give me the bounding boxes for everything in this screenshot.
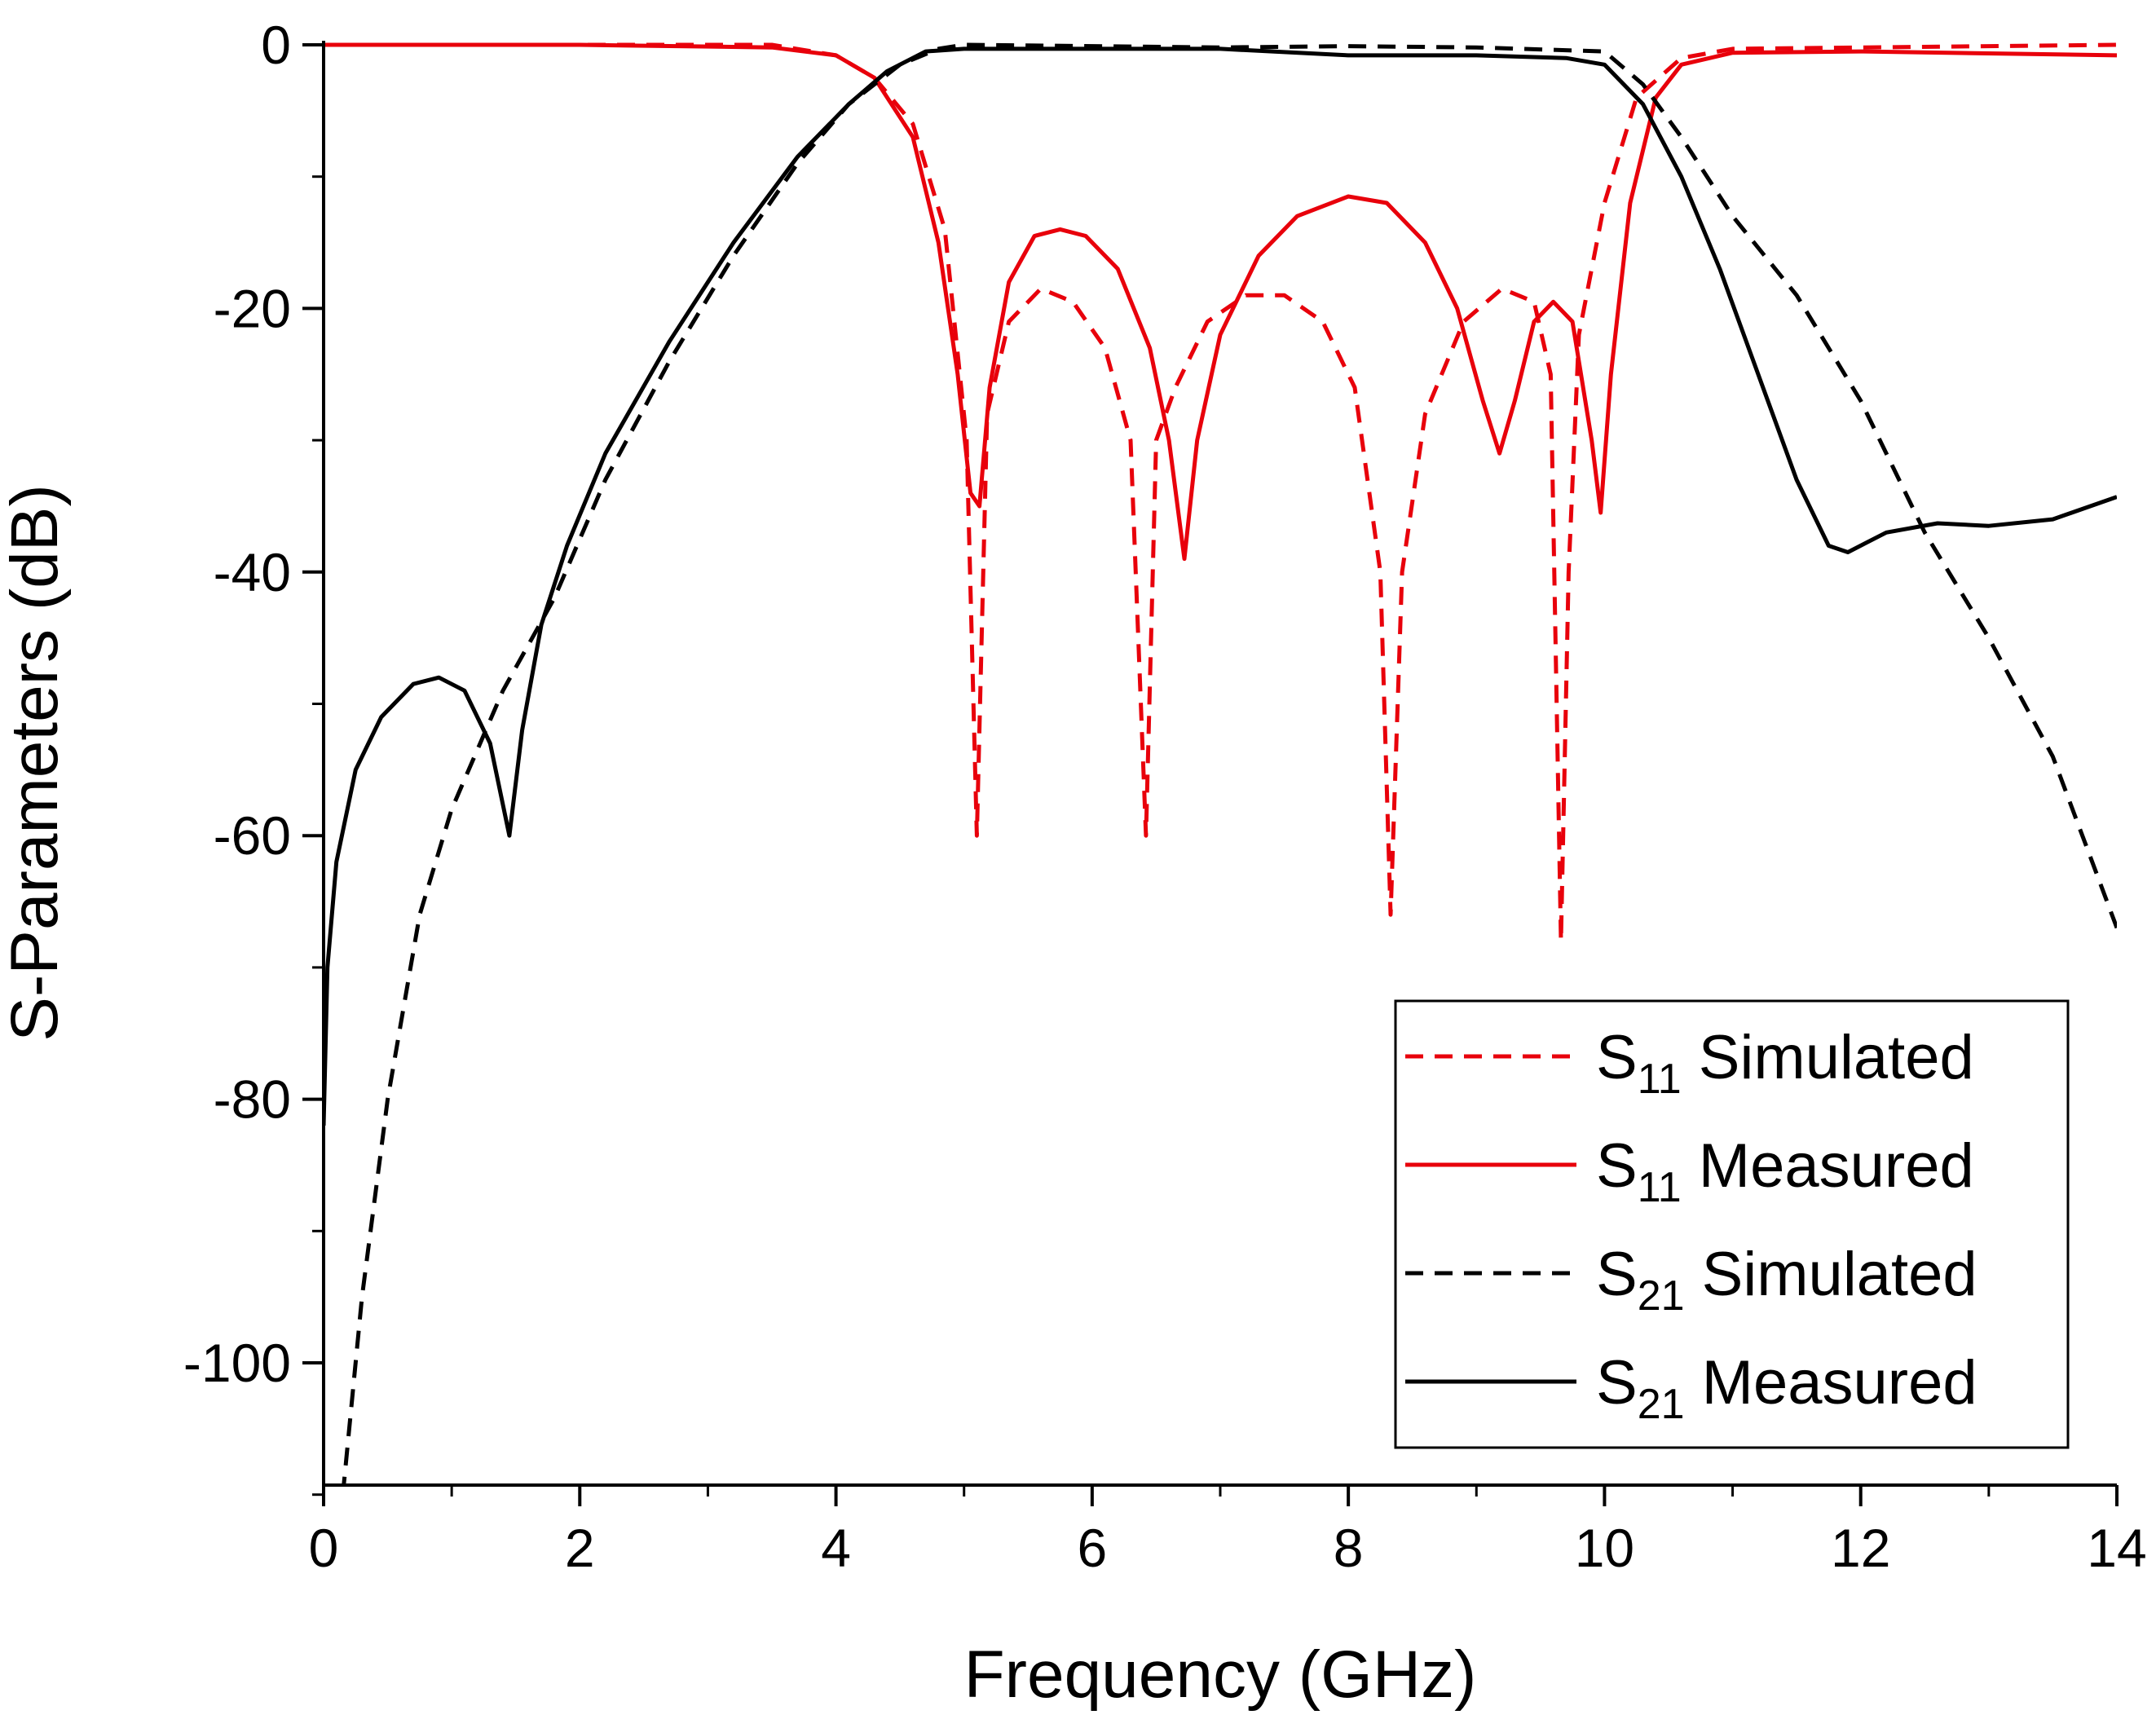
legend: S11 Simulated S11 Measured S21 Simulated S2… bbox=[1394, 999, 2070, 1449]
y-tick-label: 0 bbox=[261, 15, 291, 75]
legend-box bbox=[1394, 999, 2070, 1449]
legend-label: S11 Measured bbox=[1596, 1131, 1974, 1211]
x-tick-label: 4 bbox=[821, 1518, 851, 1578]
x-axis-title: Frequency (GHz) bbox=[964, 1638, 1477, 1712]
legend-label: S21 Simulated bbox=[1596, 1240, 1977, 1320]
series-line-s11-simulated bbox=[324, 42, 2117, 944]
series-layer bbox=[324, 42, 2117, 1485]
y-tick-label: -80 bbox=[214, 1069, 291, 1130]
x-tick-label: 0 bbox=[309, 1518, 339, 1578]
series-line-s21-measured bbox=[324, 46, 2117, 1126]
y-axis-title: S-Parameters (dB) bbox=[0, 484, 72, 1042]
x-tick-label: 14 bbox=[2087, 1518, 2146, 1578]
x-tick-label: 2 bbox=[565, 1518, 595, 1578]
series-line-s11-measured bbox=[324, 42, 2117, 562]
legend-label: S11 Simulated bbox=[1596, 1023, 1974, 1103]
x-tick-label: 8 bbox=[1334, 1518, 1364, 1578]
legend-label: S21 Measured bbox=[1596, 1348, 1977, 1428]
y-tick-label: -100 bbox=[183, 1333, 291, 1393]
ticks-layer: 0 2 4 6 8 10 12 14 0 -20 -40 -60 -80 -100 bbox=[183, 15, 2147, 1578]
y-tick-label: -40 bbox=[214, 542, 291, 602]
x-tick-label: 6 bbox=[1077, 1518, 1107, 1578]
y-tick-label: -20 bbox=[214, 278, 291, 338]
y-tick-label: -60 bbox=[214, 805, 291, 866]
x-tick-label: 12 bbox=[1831, 1518, 1890, 1578]
x-tick-label: 10 bbox=[1575, 1518, 1634, 1578]
series-line-s21-simulated bbox=[342, 42, 2117, 1485]
